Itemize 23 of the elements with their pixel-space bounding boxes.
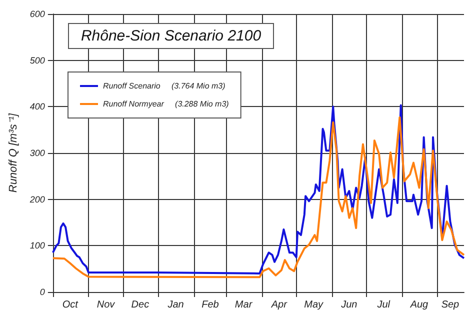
x-tick-label: Oct	[62, 300, 80, 310]
x-tick-label: Sep	[441, 300, 460, 310]
legend-label: Runoff Scenario (3.764 Mio m3)	[103, 82, 226, 90]
x-tick-label: Apr	[270, 300, 288, 310]
x-tick-label: Aug	[409, 300, 429, 310]
legend-label: Runoff Normyear (3.288 Mio m3)	[103, 100, 230, 108]
y-tick-label: 400	[30, 102, 45, 112]
y-axis-title: Runoff Q [m³s⁻¹]	[8, 112, 20, 193]
x-tick-label: Jan	[166, 300, 184, 310]
text: Rhône-Sion Scenario 2100	[80, 28, 262, 44]
y-tick-label: 500	[30, 55, 45, 66]
x-tick-label: Feb	[202, 300, 220, 310]
y-tick-label: 100	[30, 240, 45, 251]
y-tick-label: 0	[40, 287, 45, 297]
y-tick-label: 200	[28, 194, 45, 204]
x-tick-label: Jun	[340, 300, 358, 310]
x-tick-label: Mar	[234, 300, 253, 310]
x-tick-label: Nov	[96, 300, 116, 310]
y-tick-label: 300	[30, 148, 45, 158]
x-tick-label: Dec	[131, 300, 150, 310]
x-tick-label: Jul	[376, 300, 391, 310]
y-tick-label: 600	[30, 9, 45, 19]
x-tick-label: May	[304, 300, 324, 310]
